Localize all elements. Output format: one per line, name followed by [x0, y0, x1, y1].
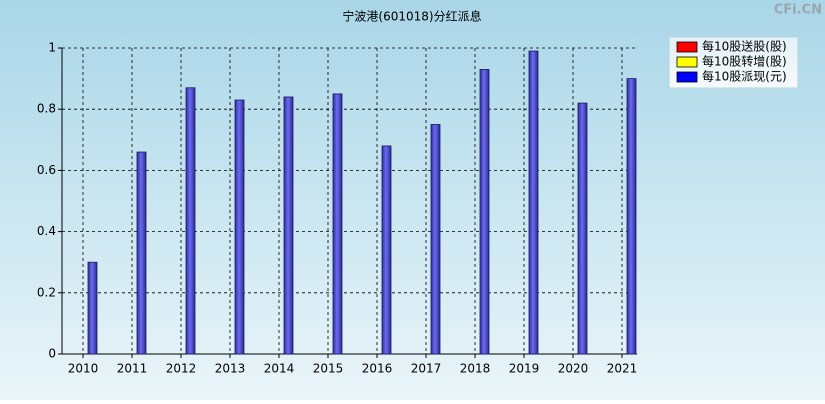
x-tick-label: 2020 — [558, 362, 589, 376]
bar — [185, 87, 196, 355]
legend-swatch — [676, 41, 698, 53]
bar — [87, 261, 98, 355]
x-tick-label: 2015 — [313, 362, 344, 376]
bar — [430, 124, 441, 355]
bar — [528, 50, 539, 355]
bar — [234, 99, 245, 355]
x-tick-label: 2016 — [362, 362, 393, 376]
legend-label: 每10股转增(股) — [702, 54, 787, 69]
x-tick-label: 2013 — [215, 362, 246, 376]
bar — [136, 151, 147, 355]
bar — [577, 102, 588, 355]
x-tick-label: 2012 — [166, 362, 197, 376]
chart-title: 宁波港(601018)分红派息 — [342, 9, 481, 24]
x-tick-label: 2021 — [607, 362, 638, 376]
x-tick-label: 2010 — [68, 362, 99, 376]
bar — [479, 69, 490, 355]
watermark: CFi.CN — [774, 3, 822, 18]
bar — [332, 93, 343, 355]
y-tick-label: 0 — [48, 347, 56, 361]
legend-swatch — [676, 71, 698, 83]
y-tick-label: 0.2 — [37, 285, 56, 299]
x-tick-label: 2011 — [117, 362, 148, 376]
x-tick-label: 2014 — [264, 362, 295, 376]
bar — [626, 78, 637, 355]
y-tick-label: 1 — [48, 41, 56, 55]
bar — [381, 145, 392, 355]
y-tick-label: 0.8 — [37, 102, 56, 116]
y-tick-label: 0.6 — [37, 163, 56, 177]
x-tick-label: 2019 — [509, 362, 540, 376]
x-tick-label: 2018 — [460, 362, 491, 376]
legend-label: 每10股派现(元) — [702, 69, 787, 84]
y-tick-label: 0.4 — [37, 224, 56, 238]
legend-label: 每10股送股(股) — [702, 39, 787, 54]
x-tick-label: 2017 — [411, 362, 442, 376]
legend-swatch — [676, 56, 698, 68]
bar — [283, 96, 294, 355]
